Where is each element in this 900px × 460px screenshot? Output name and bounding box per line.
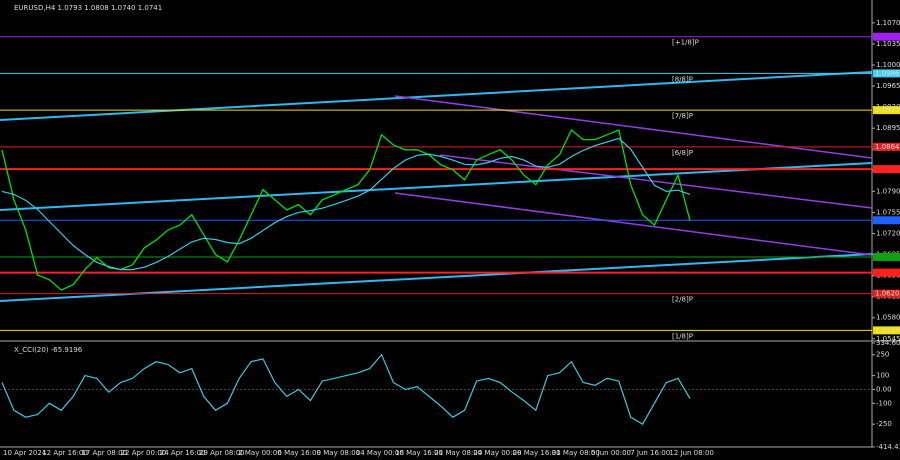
x-tick-label: 29 Apr 08:00 <box>199 449 245 457</box>
level-box <box>873 289 900 298</box>
channel-line <box>394 95 873 159</box>
y-tick-label: 1.0895 <box>876 124 900 132</box>
level-label: 1.0559 <box>875 326 900 334</box>
y-tick-label: 1.0790 <box>876 187 900 195</box>
y-tick-label: 0.00 <box>876 385 892 393</box>
level-box <box>873 165 900 174</box>
x-tick-label: 24 Apr 16:00 <box>160 449 206 457</box>
x-tick-label: 28 May 16:00 <box>513 449 561 457</box>
level-label: 1.0620 <box>875 290 900 298</box>
channel-line <box>394 192 873 256</box>
x-tick-label: 12 Apr 16:00 <box>42 449 88 457</box>
level-box <box>873 326 900 335</box>
x-tick-label: 17 Apr 08:00 <box>81 449 127 457</box>
x-tick-label: 2 May 00:00 <box>238 449 282 457</box>
x-tick-label: 9 May 08:00 <box>317 449 361 457</box>
level-box <box>873 32 900 41</box>
y-tick-label: -414.4108 <box>876 443 900 451</box>
y-tick-label: -250 <box>876 420 892 428</box>
level-tag: [+1/8]P <box>672 39 699 47</box>
x-tick-label: 21 May 08:00 <box>434 449 482 457</box>
level-box <box>873 69 900 78</box>
x-tick-label: 12 Jun 08:00 <box>669 449 713 457</box>
y-tick-label: 1.0580 <box>876 314 900 322</box>
indicator-title: X_CCI(20) -65.9196 <box>14 346 83 354</box>
level-label: 1.0925 <box>875 106 900 114</box>
y-tick-label: 100 <box>876 372 889 380</box>
x-tick-label: 31 May 08:00 <box>552 449 600 457</box>
level-label: 1.0864 <box>875 143 900 151</box>
level-box <box>873 142 900 151</box>
level-box <box>873 252 900 261</box>
chart-title: EURUSD,H4 1.0793 1.0808 1.0740 1.0741 <box>14 4 162 12</box>
x-tick-label: 7 Jun 16:00 <box>630 449 670 457</box>
y-tick-label: 1.1070 <box>876 19 900 27</box>
level-tag: [1/8]P <box>672 332 693 340</box>
x-tick-label: 5 Jun 00:00 <box>591 449 631 457</box>
x-tick-label: 22 Apr 00:00 <box>121 449 167 457</box>
y-tick-label: -100 <box>876 399 892 407</box>
y-tick-label: 250 <box>876 351 889 359</box>
level-tag: [8/8]P <box>672 75 693 83</box>
series-line <box>1 353 691 426</box>
x-tick-label: 6 May 16:00 <box>277 449 321 457</box>
channel-line <box>0 71 873 121</box>
x-tick-label: 16 May 16:00 <box>395 449 443 457</box>
level-box <box>873 268 900 277</box>
x-tick-label: 10 Apr 2024 <box>3 449 47 457</box>
x-tick-label: 24 May 00:00 <box>473 449 521 457</box>
series-line <box>1 137 691 271</box>
level-tag: [2/8]P <box>672 296 693 304</box>
y-tick-label: 1.0755 <box>876 208 900 216</box>
level-box <box>873 106 900 115</box>
channel-line <box>439 154 873 209</box>
level-label: 1.0986 <box>875 69 900 77</box>
y-tick-label: 1.0545 <box>876 335 900 343</box>
level-box <box>873 216 900 225</box>
level-tag: [7/8]P <box>672 112 693 120</box>
channel-line <box>0 162 873 211</box>
y-tick-label: 1.1035 <box>876 40 900 48</box>
y-tick-label: 334.6005 <box>876 339 900 347</box>
y-tick-label: 1.0720 <box>876 229 900 237</box>
x-tick-label: 14 May 00:00 <box>356 449 404 457</box>
y-tick-label: 1.1000 <box>876 61 900 69</box>
level-tag: [6/8]P <box>672 149 693 157</box>
y-tick-label: 1.0965 <box>876 82 900 90</box>
